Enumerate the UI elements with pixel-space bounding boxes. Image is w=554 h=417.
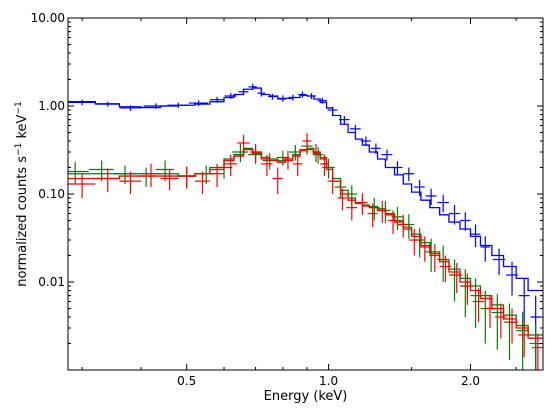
data-point: [261, 154, 273, 177]
data-point: [302, 133, 312, 151]
data-point: [448, 204, 460, 225]
data-point: [194, 171, 210, 194]
data-point: [119, 171, 142, 194]
data-point: [437, 194, 449, 213]
data-point: [232, 143, 249, 163]
data-point: [381, 149, 393, 161]
data-point: [472, 288, 485, 323]
data-point: [414, 179, 425, 196]
data-point: [224, 154, 238, 177]
axes-frame: [67, 17, 544, 371]
data-point: [312, 147, 324, 164]
data-point: [68, 99, 96, 106]
data-point: [188, 100, 209, 106]
data-point: [160, 169, 179, 191]
data-point: [346, 198, 358, 221]
data-point: [459, 212, 471, 231]
data-point: [403, 214, 415, 239]
data-point: [155, 160, 175, 182]
x-tick-label: 1.0: [319, 374, 338, 388]
data-point: [480, 236, 491, 262]
data-point: [503, 303, 516, 360]
series-3: [68, 133, 543, 370]
data-point: [209, 163, 225, 188]
y-axis-label: normalized counts s−1 keV−1: [14, 101, 30, 286]
data-point: [495, 303, 507, 339]
data-point: [68, 173, 96, 199]
data-point: [408, 229, 420, 256]
y-axis-label-exp1: −1: [14, 143, 24, 156]
series-2: [68, 139, 543, 370]
data-point: [276, 150, 290, 166]
y-tick-label: 0.01: [38, 275, 65, 289]
data-point: [529, 324, 542, 370]
y-tick-label: 1.00: [38, 99, 65, 113]
x-axis-label: Energy (keV): [264, 389, 348, 404]
y-tick-label: 10.00: [31, 11, 65, 25]
x-tick-label: 2.0: [461, 374, 480, 388]
data-point: [531, 333, 543, 370]
data-point: [272, 167, 283, 194]
data-point: [135, 167, 156, 188]
data-point: [178, 166, 195, 189]
data-point: [484, 295, 496, 329]
data-point: [437, 245, 449, 282]
series-1: [68, 83, 543, 370]
data-point: [119, 105, 142, 111]
data-point: [95, 168, 120, 193]
data-point: [320, 154, 329, 177]
data-point: [292, 154, 303, 177]
data-point: [418, 236, 431, 262]
plot-area: [68, 83, 543, 370]
data-point: [337, 188, 348, 211]
y-tick-label: 0.10: [38, 187, 65, 201]
data-point: [516, 311, 529, 370]
data-point: [376, 201, 388, 223]
y-axis-label-base: normalized counts s: [15, 156, 30, 287]
x-tick-label: 0.5: [177, 374, 196, 388]
axis-ticks: 0.01 0.10 1.00 10.00 0.5 1.0 2.0: [31, 11, 543, 388]
data-point: [429, 244, 441, 272]
data-point: [262, 153, 277, 170]
y-axis-label-exp2: −1: [14, 101, 24, 114]
model-step-line: [68, 87, 543, 292]
data-point: [518, 278, 530, 329]
data-point: [88, 160, 114, 182]
model-step-line: [68, 148, 543, 339]
y-axis-label-mid: keV: [15, 114, 30, 142]
data-point: [448, 259, 460, 302]
data-point: [298, 91, 307, 98]
data-point: [459, 269, 471, 318]
data-point: [425, 188, 437, 205]
data-point: [289, 145, 302, 161]
data-point: [403, 167, 415, 182]
